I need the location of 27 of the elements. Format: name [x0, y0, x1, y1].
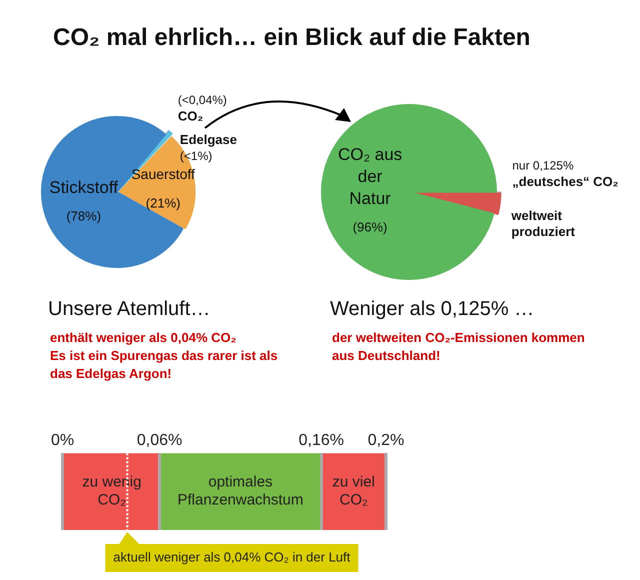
- x-tick-label: 0%: [51, 432, 74, 450]
- series-label: zu wenig CO₂: [82, 474, 142, 509]
- series-label: zu viel CO₂: [332, 474, 375, 509]
- data-label: (96%): [352, 220, 388, 235]
- data-label: (21%): [146, 196, 180, 211]
- data-label: nur 0,125%: [512, 158, 574, 173]
- slice-label: CO₂: [178, 108, 204, 124]
- data-label: (<0,04%): [178, 93, 227, 108]
- x-tick-label: 0,06%: [136, 432, 182, 450]
- text: Weniger als 0,125% …: [330, 298, 536, 321]
- slice-label: CO₂ aus der Natur: [338, 144, 402, 208]
- text: der weltweiten CO₂-Emissionen kommen aus Deutschland!: [332, 329, 586, 365]
- slice-label: „deutsches“ CO₂: [512, 174, 619, 189]
- text: Es ist ein Spurengas das rarer ist als das Edelgas Argon!: [50, 347, 279, 383]
- slice-label: Stickstoff: [49, 178, 118, 197]
- x-tick-label: 0,2%: [368, 432, 404, 450]
- bar: [64, 453, 160, 530]
- x-tick-label: 0,16%: [298, 432, 344, 450]
- data-label: (78%): [66, 208, 102, 224]
- text: CO₂ mal ehrlich… ein Blick auf die Fakten: [53, 24, 530, 52]
- bar: [159, 453, 322, 530]
- ref-line-label: aktuell weniger als 0,04% CO₂ in der Luft: [113, 550, 351, 565]
- text: enthält weniger als 0,04% CO₂: [50, 329, 238, 347]
- slice-label: weltweit produziert: [510, 208, 576, 240]
- slice-label: Edelgase: [180, 132, 237, 148]
- series-label: optimales Pflanzenwachstum: [178, 474, 304, 509]
- text: Unsere Atemluft…: [48, 298, 212, 321]
